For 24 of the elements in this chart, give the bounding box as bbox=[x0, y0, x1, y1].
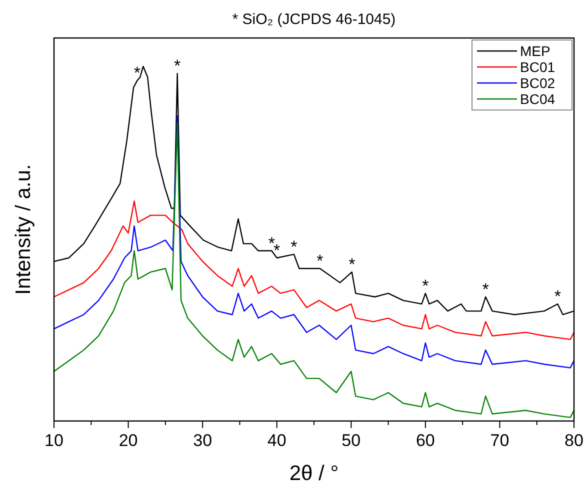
x-tick-label: 10 bbox=[44, 431, 64, 450]
annotation: * bbox=[290, 237, 298, 256]
annotation: * bbox=[348, 255, 356, 274]
x-tick-label: 70 bbox=[490, 431, 510, 450]
annotation: * bbox=[134, 64, 141, 83]
x-tick-label: 60 bbox=[416, 431, 435, 450]
x-tick-label: 20 bbox=[118, 431, 138, 450]
legend-label: BC01 bbox=[520, 59, 556, 75]
x-tick-label: 30 bbox=[193, 431, 212, 450]
x-axis-title: 2θ / ° bbox=[289, 462, 339, 485]
annotation: * bbox=[174, 56, 181, 76]
y-axis-title: Intensity / a.u. bbox=[12, 164, 35, 295]
annotation: * bbox=[554, 286, 562, 306]
annotation: * bbox=[482, 280, 490, 299]
annotation: * bbox=[422, 276, 430, 296]
x-tick-label: 80 bbox=[564, 431, 584, 450]
annotation: * bbox=[274, 240, 281, 260]
chart-title: * SiO₂ (JCPDS 46-1045) bbox=[232, 11, 396, 28]
legend-label: BC02 bbox=[520, 75, 556, 91]
legend-label: BC04 bbox=[520, 91, 556, 107]
x-tick-label: 40 bbox=[267, 431, 286, 450]
annotation: * bbox=[316, 252, 324, 271]
x-tick-label: 50 bbox=[342, 431, 361, 450]
legend-label: MEP bbox=[520, 43, 550, 59]
